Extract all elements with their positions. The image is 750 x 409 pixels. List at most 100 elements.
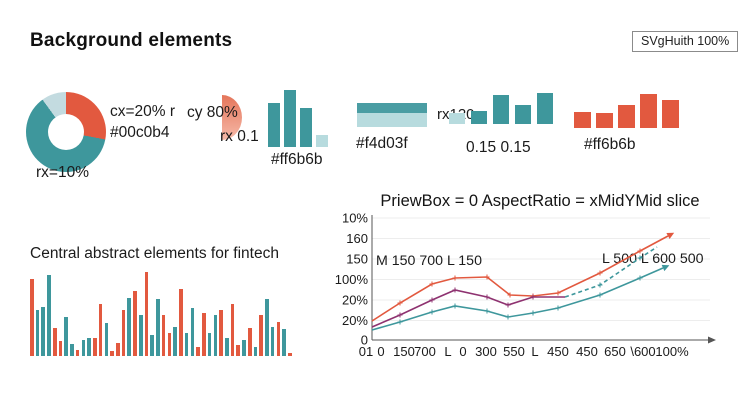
bar bbox=[161, 314, 166, 356]
bar bbox=[138, 314, 143, 356]
y-tick-label: 20% bbox=[342, 293, 368, 308]
x-tick-label: \600 bbox=[630, 344, 655, 359]
series-arrow-icon bbox=[661, 264, 670, 272]
page-title: Background elements bbox=[30, 30, 233, 51]
bar bbox=[144, 271, 149, 356]
bar bbox=[537, 93, 553, 124]
bar bbox=[662, 100, 679, 128]
bar bbox=[640, 94, 657, 128]
bar bbox=[184, 332, 189, 356]
bar bbox=[300, 108, 312, 147]
bar bbox=[270, 326, 275, 356]
param-cx-line: cx=20% r bbox=[110, 103, 176, 120]
y-tick-label: 150 bbox=[346, 252, 368, 267]
bar bbox=[98, 304, 103, 356]
bar bbox=[70, 343, 74, 356]
x-tick-label: 01 bbox=[359, 344, 373, 359]
bar bbox=[75, 349, 80, 356]
bar bbox=[276, 321, 281, 356]
bar bbox=[230, 304, 235, 356]
x-tick-label: L bbox=[531, 344, 538, 359]
bar bbox=[133, 290, 137, 356]
bar bbox=[190, 307, 195, 356]
bar bbox=[202, 313, 206, 356]
bar bbox=[52, 327, 57, 356]
bar bbox=[213, 314, 218, 356]
bar bbox=[268, 103, 280, 147]
bar bbox=[58, 340, 63, 356]
bar bbox=[127, 297, 132, 356]
series-purple-solid-line bbox=[371, 289, 565, 328]
x-tick-label: L bbox=[444, 344, 451, 359]
bar bbox=[81, 339, 86, 356]
bar bbox=[30, 278, 34, 356]
bar bbox=[179, 288, 183, 356]
line-chart-title: PriewBox = 0 AspectRatio = xMidYMid slic… bbox=[380, 192, 700, 210]
bar bbox=[282, 329, 286, 356]
bar bbox=[574, 112, 591, 128]
series-markers bbox=[397, 275, 643, 325]
mini-bar-chart bbox=[268, 90, 328, 147]
hbar-strip bbox=[357, 103, 427, 113]
bar bbox=[449, 113, 465, 124]
series-markers bbox=[597, 255, 643, 288]
chart-annotation: L 500 L 600 500 bbox=[602, 251, 704, 267]
x-tick-label: 450 bbox=[547, 344, 569, 359]
bar bbox=[253, 347, 258, 356]
bar bbox=[219, 310, 223, 356]
donut-hole bbox=[48, 114, 84, 150]
chart-annotation: M 150 700 L 150 bbox=[376, 253, 482, 269]
bar bbox=[156, 299, 160, 356]
x-tick-label: 150 bbox=[393, 344, 415, 359]
bar bbox=[87, 337, 91, 356]
param-text-rx: rx 0.1 bbox=[220, 128, 259, 145]
bar bbox=[236, 344, 241, 356]
coral-bar-group-label: #ff6b6b bbox=[584, 136, 636, 153]
bar bbox=[618, 105, 635, 128]
coral-bar-group bbox=[574, 94, 679, 128]
bar bbox=[284, 90, 296, 147]
bar bbox=[196, 346, 200, 356]
bar bbox=[224, 337, 229, 356]
bar bbox=[493, 95, 509, 124]
semicircle-shape bbox=[222, 95, 242, 140]
teal-bar-group-label: 0.15 0.15 bbox=[466, 139, 531, 156]
mini-bar-chart-label: #ff6b6b bbox=[271, 151, 323, 168]
bar bbox=[93, 337, 97, 356]
y-tick-label: 20% bbox=[342, 313, 368, 328]
bar bbox=[110, 350, 114, 356]
y-tick-label: 10% bbox=[342, 212, 368, 226]
param-text-cy: cy 80% bbox=[187, 104, 238, 121]
series-markers bbox=[397, 287, 536, 318]
param-hex-line: #00c0b4 bbox=[110, 124, 170, 141]
bar bbox=[104, 323, 109, 356]
series-arrow-icon bbox=[666, 232, 675, 239]
teal-bar-group bbox=[449, 93, 553, 124]
bar bbox=[121, 310, 126, 356]
y-tick-label: 160 bbox=[346, 231, 368, 246]
y-tick-label: 100% bbox=[335, 272, 369, 287]
param-text-cx: cx=20% r #00c0b4 bbox=[110, 101, 175, 143]
bar bbox=[288, 352, 292, 356]
bar bbox=[41, 306, 46, 356]
series-coral-solid-line bbox=[371, 235, 669, 322]
bar bbox=[64, 317, 68, 356]
bar bbox=[259, 314, 263, 356]
bar bbox=[265, 299, 269, 356]
x-tick-label: 650 bbox=[604, 344, 626, 359]
x-axis-arrow-icon bbox=[708, 336, 716, 344]
donut-chart bbox=[26, 92, 106, 172]
bottom-caption: Central abstract elements for fintech bbox=[30, 245, 279, 262]
x-tick-label: 550 bbox=[503, 344, 525, 359]
horizontal-bar bbox=[357, 103, 427, 127]
dense-bar-chart bbox=[30, 268, 292, 356]
y-tick-label: 0 bbox=[361, 333, 368, 348]
x-tick-label: 0 bbox=[377, 344, 384, 359]
bar bbox=[316, 135, 328, 147]
bar bbox=[47, 275, 51, 356]
bar bbox=[207, 332, 212, 356]
horizontal-bar-label: #f4d03f bbox=[356, 135, 408, 152]
version-badge: SVgHuith 100% bbox=[632, 31, 739, 52]
